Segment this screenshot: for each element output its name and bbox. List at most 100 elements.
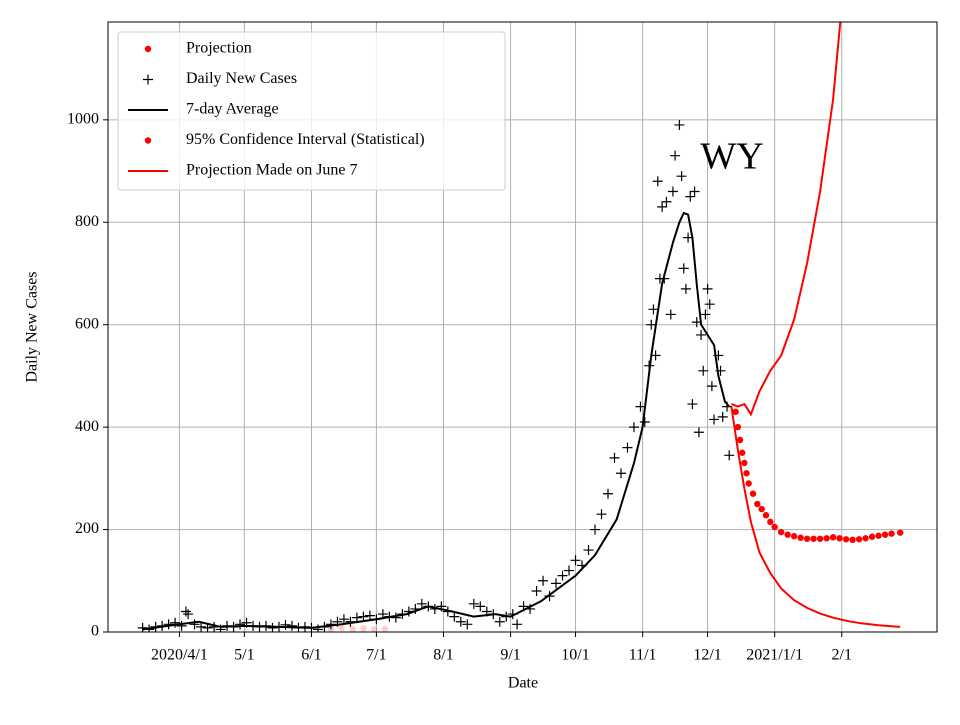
x-tick-label: 5/1 [234, 647, 254, 664]
legend-label: 7-day Average [186, 101, 279, 118]
ci-line [730, 406, 901, 628]
data-point [803, 535, 811, 542]
legend-marker [144, 45, 152, 53]
data-point [836, 535, 843, 542]
data-point [280, 619, 291, 630]
data-point [381, 625, 389, 632]
y-tick-label: 1000 [67, 110, 99, 127]
data-point [646, 319, 657, 330]
x-tick-label: 8/1 [433, 647, 453, 664]
data-point [762, 512, 770, 519]
line [142, 211, 730, 631]
data-point [881, 531, 889, 538]
x-tick-label: 2/1 [832, 647, 852, 664]
data-point [754, 500, 761, 508]
data-point [570, 555, 581, 566]
data-point [351, 612, 362, 623]
data-point [849, 536, 856, 544]
y-tick-label: 600 [75, 315, 99, 332]
data-point [163, 619, 174, 630]
data-point [628, 422, 639, 433]
data-point [364, 610, 375, 621]
legend-label: Projection [186, 40, 252, 57]
data-point [771, 523, 778, 531]
data-point [897, 529, 904, 536]
x-tick-label: 2020/4/1 [151, 647, 208, 664]
y-tick-label: 800 [75, 213, 99, 230]
data-point [674, 119, 685, 130]
data-point [875, 532, 882, 539]
data-point [648, 304, 659, 315]
legend-box [117, 31, 506, 191]
data-point [338, 614, 349, 625]
x-tick-label: 6/1 [301, 647, 321, 664]
data-point [137, 622, 148, 632]
data-point [842, 536, 850, 543]
data-point [676, 171, 687, 182]
data-point [494, 616, 505, 627]
data-point [810, 535, 817, 542]
data-point [475, 601, 486, 612]
plot-frame [107, 21, 938, 633]
data-point [745, 480, 752, 487]
legend-marker [144, 137, 152, 144]
ci-line [731, 22, 842, 417]
data-point [267, 622, 278, 632]
data-point [790, 533, 798, 540]
data-point [602, 488, 613, 499]
data-point [652, 176, 663, 187]
data-point [622, 442, 633, 453]
data-point [685, 191, 696, 202]
data-point [709, 414, 720, 425]
data-point [717, 411, 728, 422]
data-point [371, 626, 378, 632]
y-axis-label: Daily New Cases [24, 271, 41, 382]
data-point [390, 612, 401, 623]
y-tick-label: 400 [75, 418, 99, 435]
x-tick-label: 10/1 [561, 647, 589, 664]
data-point [180, 606, 191, 617]
data-point [338, 624, 345, 632]
data-point [816, 535, 824, 542]
plot-area [137, 22, 904, 632]
data-point [639, 417, 650, 428]
data-point [327, 626, 335, 632]
data-point [855, 536, 863, 543]
data-point [657, 201, 668, 212]
data-point [678, 263, 689, 274]
data-point [538, 575, 549, 586]
data-point [615, 468, 626, 479]
data-point [590, 524, 601, 535]
data-point [706, 381, 717, 392]
data-point [829, 534, 837, 541]
legend: Projection Daily New Cases 7-day Average 95… [117, 31, 506, 191]
data-point [687, 399, 698, 410]
data-point [583, 545, 594, 556]
data-point [416, 598, 427, 609]
data-point [349, 625, 356, 632]
x-tick-label: 9/1 [500, 647, 520, 664]
data-point [312, 624, 323, 632]
data-point [736, 436, 744, 444]
x-tick-label: 11/1 [629, 647, 657, 664]
legend-marker [143, 74, 153, 85]
data-point [732, 408, 739, 415]
data-point [738, 449, 746, 456]
data-point [680, 283, 691, 294]
data-point [743, 470, 750, 477]
data-point [661, 196, 672, 207]
data-point [462, 619, 473, 630]
data-point [449, 611, 460, 622]
data-point [551, 578, 562, 589]
data-point [667, 186, 678, 197]
legend-label: 95% Confidence Interval (Statistical) [186, 131, 425, 148]
data-point [557, 570, 568, 581]
data-point [183, 609, 194, 620]
legend-label: Daily New Cases [186, 70, 297, 87]
data-point [823, 535, 830, 542]
data-point [758, 505, 765, 513]
data-point [700, 309, 711, 320]
data-point [196, 621, 207, 632]
x-tick-label: 12/1 [693, 647, 721, 664]
annotation: WY [700, 136, 763, 178]
